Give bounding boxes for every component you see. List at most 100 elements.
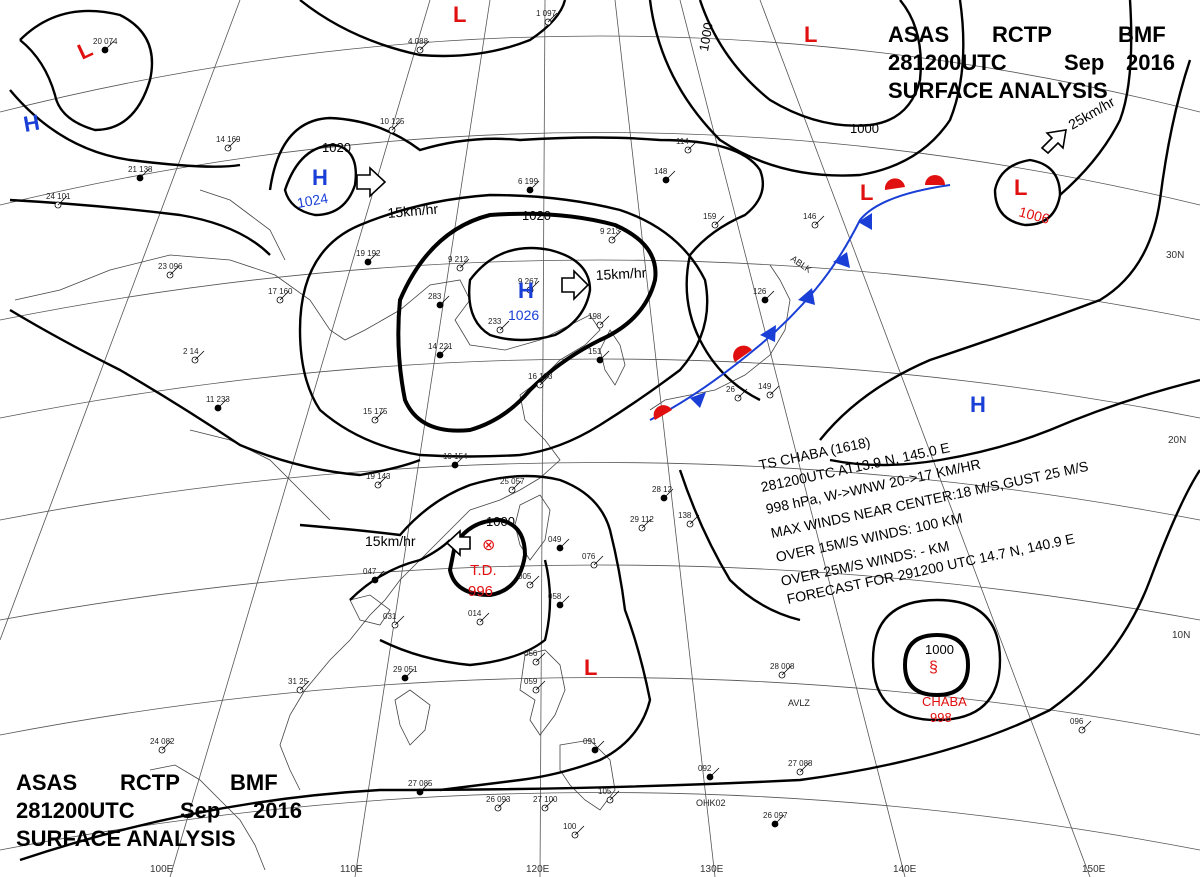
isobar-labels: 1020 1020 1000 1000 1000 1000 — [322, 21, 954, 657]
high-center-value: 1024 — [296, 190, 330, 211]
frontal-system — [649, 175, 951, 421]
isobar — [349, 539, 451, 601]
wind-barb-icon — [665, 170, 676, 181]
station-plot: 076 — [582, 552, 604, 569]
station-plot: 233 — [488, 317, 510, 334]
station-value: 100 — [563, 822, 577, 831]
wind-barb-icon — [559, 538, 570, 549]
wind-barb-icon — [394, 615, 405, 626]
td-symbol-icon: ⊗ — [482, 537, 495, 554]
station-plot: 27 088 — [788, 759, 813, 776]
station-value: 059 — [524, 677, 538, 686]
station-plot: 26 — [726, 385, 748, 402]
station-value: 11 233 — [206, 395, 230, 404]
station-plot: 047 — [363, 567, 385, 584]
station-value: 9 212 — [448, 255, 469, 264]
low-center-label: L — [453, 2, 466, 27]
wind-barb-icon — [535, 652, 546, 663]
station-value: 138 — [678, 511, 692, 520]
station-plot: 056 — [524, 649, 546, 666]
wind-barb-icon — [459, 258, 470, 269]
wind-barb-icon — [559, 595, 570, 606]
station-plot: 6 199 — [518, 177, 540, 194]
station-plot: 20 074 — [93, 37, 118, 54]
station-value: 24 082 — [150, 737, 175, 746]
station-value: 26 — [726, 385, 735, 394]
station-plot: 28 008 — [770, 662, 795, 679]
coordinate-labels: 30N 20N 10N 100E 110E 120E 130E 140E 150… — [150, 250, 1190, 875]
wind-barb-icon — [511, 480, 522, 491]
isobar — [829, 378, 1200, 467]
station-value: 283 — [428, 292, 442, 301]
movement-arrow — [561, 269, 590, 301]
isobar — [379, 559, 552, 667]
isobar — [819, 59, 1192, 441]
wind-barb-icon — [454, 455, 465, 466]
movement-arrow — [445, 529, 471, 557]
wind-barb-icon — [217, 398, 228, 409]
isobar — [648, 0, 965, 177]
wind-barb-icon — [689, 514, 700, 525]
station-plot: 14 169 — [216, 135, 241, 152]
wind-barb-icon — [57, 195, 68, 206]
wind-barb-icon — [529, 180, 540, 191]
isobar — [298, 193, 709, 458]
wind-barb-icon — [404, 668, 415, 679]
isobar-1020 — [396, 211, 658, 433]
station-plot: 149 — [758, 382, 780, 399]
wind-barb-icon — [497, 798, 508, 809]
station-plots: 20 074 14 169 10 125 6 199 1 097 4 088 21 138 2… — [46, 9, 1092, 839]
station-value: 4 088 — [408, 37, 429, 46]
tropical-depression: ⊗ T.D. 996 — [468, 537, 497, 600]
station-plot: 10 125 — [380, 117, 405, 134]
wind-barb-icon — [687, 140, 698, 151]
isobar-label: 1000 — [696, 21, 716, 52]
station-value: 10 125 — [380, 117, 405, 126]
isobar — [468, 246, 592, 342]
lat-label: 20N — [1168, 435, 1186, 446]
station-value: 091 — [583, 737, 597, 746]
station-plot: 100 — [563, 822, 585, 839]
station-value: 20 074 — [93, 37, 118, 46]
lon-label: 120E — [526, 864, 550, 875]
station-value: 058 — [548, 592, 562, 601]
movement-arrows — [356, 129, 1067, 557]
front-label: OHK02 — [696, 798, 726, 808]
station-value: 14 169 — [216, 135, 241, 144]
movement-arrow — [1040, 129, 1067, 155]
header-bottom-line2-a: 281200UTC — [16, 798, 135, 823]
station-plot: 15 175 — [363, 407, 388, 424]
station-plot: 059 — [524, 677, 546, 694]
high-center-label: H — [22, 110, 42, 137]
station-plot: 26 093 — [486, 795, 511, 812]
station-plot: 148 — [654, 167, 676, 184]
wind-barb-icon — [799, 762, 810, 773]
station-plot: 198 — [588, 312, 610, 329]
station-value: 056 — [524, 649, 538, 658]
wind-barb-icon — [479, 612, 490, 623]
warm-front-semicircles — [653, 175, 945, 420]
station-value: 14 221 — [428, 342, 453, 351]
station-plot: 27 100 — [533, 795, 558, 812]
isobar-label: 1000 — [850, 121, 879, 136]
station-value: 31 25 — [288, 677, 309, 686]
wind-barb-icon — [609, 790, 620, 801]
movement-label: 15km/hr — [365, 533, 416, 549]
station-value: 014 — [468, 609, 482, 618]
lon-label: 110E — [340, 864, 363, 875]
station-value: 19 143 — [366, 472, 391, 481]
station-plot: 9 267 — [518, 277, 540, 294]
station-value: 28 008 — [770, 662, 795, 671]
station-plot: 096 — [1070, 717, 1092, 734]
front-label: AVLZ — [788, 698, 810, 708]
station-value: 148 — [654, 167, 668, 176]
station-value: 23 096 — [158, 262, 183, 271]
station-plot: 126 — [753, 287, 775, 304]
low-center-value: 1006 — [1017, 203, 1051, 227]
isobar-label: 1020 — [322, 140, 351, 155]
wind-barb-icon — [161, 740, 172, 751]
station-plot: 159 — [703, 212, 725, 229]
station-value: 19 154 — [443, 452, 468, 461]
high-center-label: H — [518, 278, 534, 303]
station-plot: 049 — [548, 535, 570, 552]
